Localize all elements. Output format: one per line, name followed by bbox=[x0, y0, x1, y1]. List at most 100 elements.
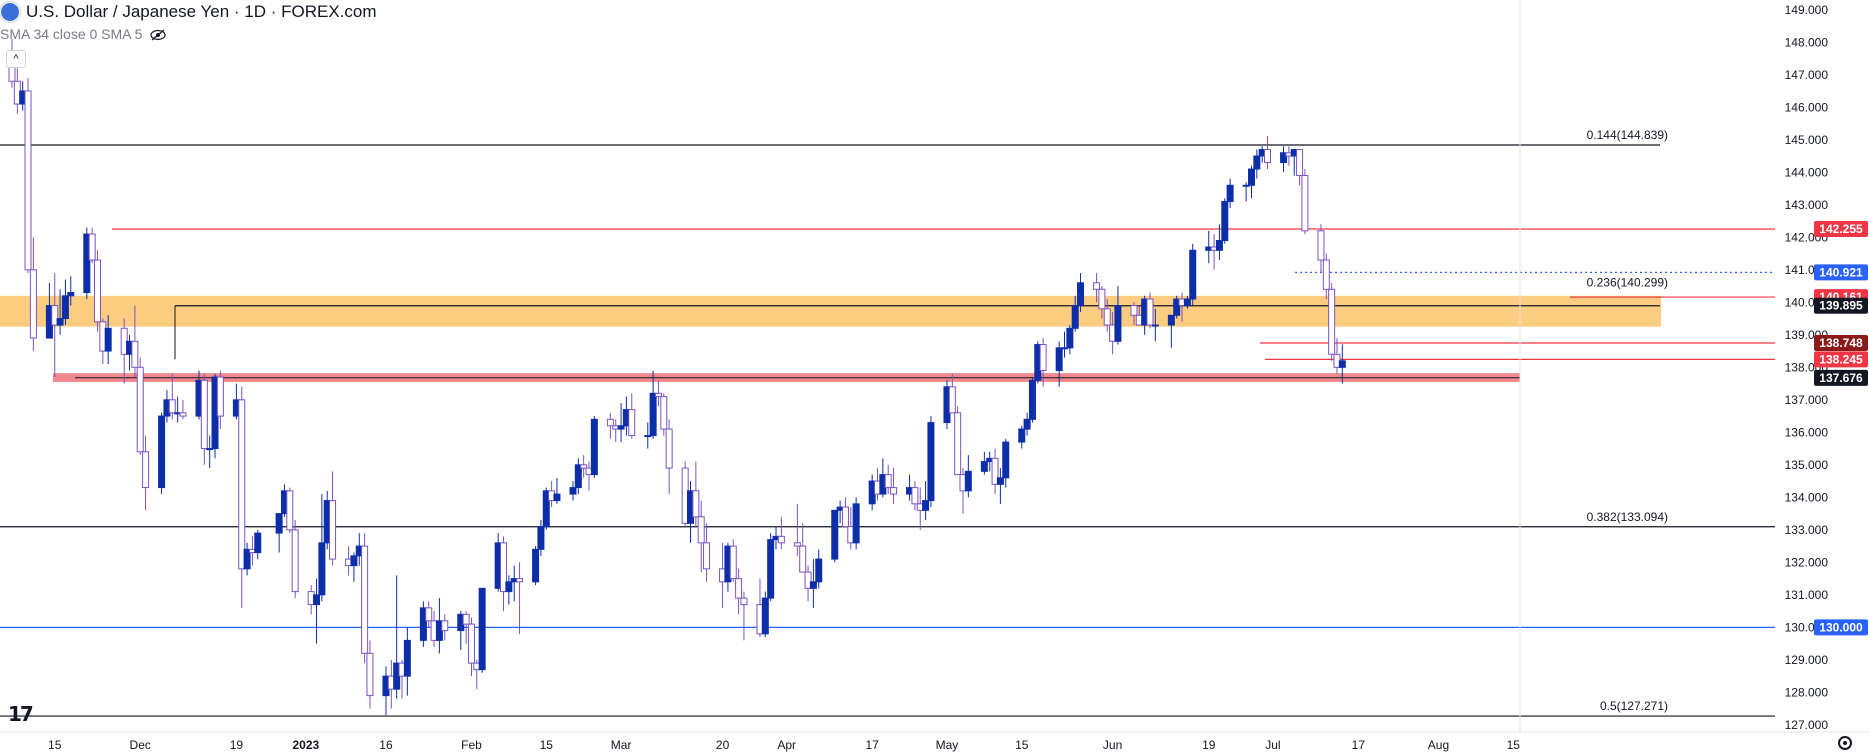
candle-body bbox=[158, 415, 166, 489]
candle-body bbox=[200, 379, 208, 450]
candle-body bbox=[948, 386, 956, 414]
time-tick-label: Feb bbox=[461, 738, 482, 752]
price-tag bbox=[1814, 297, 1868, 314]
candle-body bbox=[1226, 184, 1234, 203]
candle-body bbox=[537, 526, 545, 550]
time-tick-label: Mar bbox=[611, 738, 632, 752]
candle-body bbox=[275, 513, 283, 534]
price-tick-label: 149.000 bbox=[1785, 3, 1829, 17]
price-tick-label: 133.000 bbox=[1785, 523, 1829, 537]
candle-body bbox=[462, 613, 470, 625]
candle-body bbox=[697, 516, 705, 544]
price-tick-label: 145.000 bbox=[1785, 133, 1829, 147]
time-tick-label: 15 bbox=[1507, 738, 1521, 752]
chevron-up-icon[interactable]: ^ bbox=[6, 50, 26, 68]
candle-body bbox=[740, 597, 748, 606]
price-tick-label: 129.000 bbox=[1785, 653, 1829, 667]
candle-body bbox=[1173, 298, 1181, 316]
candle-body bbox=[1093, 282, 1101, 290]
tradingview-logo-icon[interactable]: 17 bbox=[8, 702, 34, 726]
price-tag-label: 139.895 bbox=[1819, 299, 1863, 313]
candle-body bbox=[831, 509, 839, 560]
candle-body bbox=[136, 366, 144, 453]
candle-body bbox=[505, 581, 513, 593]
candle-body bbox=[467, 623, 475, 664]
price-tag bbox=[1814, 264, 1868, 281]
usd-jpy-flag-icon bbox=[0, 2, 20, 22]
candle-body bbox=[313, 594, 321, 606]
candle-body bbox=[1247, 168, 1255, 186]
time-tick-label: 17 bbox=[1352, 738, 1366, 752]
candle-body bbox=[703, 542, 711, 570]
symbol-title[interactable]: U.S. Dollar / Japanese Yen · 1D · FOREX.… bbox=[26, 2, 377, 21]
time-tick-label: Jul bbox=[1265, 738, 1280, 752]
candle-body bbox=[1296, 149, 1304, 177]
candle-body bbox=[767, 539, 775, 599]
candle-body bbox=[532, 548, 540, 583]
candle-body bbox=[1098, 288, 1106, 310]
candle-body bbox=[291, 529, 299, 593]
candle-body bbox=[1189, 249, 1197, 300]
candle-body bbox=[206, 448, 214, 451]
price-tick-label: 144.000 bbox=[1785, 165, 1829, 179]
time-tick-label: 15 bbox=[48, 738, 62, 752]
candle-body bbox=[884, 474, 892, 489]
candle-body bbox=[964, 470, 972, 492]
candle-body bbox=[553, 493, 561, 502]
time-tick-label: Aug bbox=[1428, 738, 1449, 752]
price-tick-label: 127.000 bbox=[1785, 718, 1829, 732]
candle-body bbox=[569, 487, 577, 495]
candle-body bbox=[991, 457, 999, 485]
candle-body bbox=[1055, 347, 1063, 372]
candle-body bbox=[88, 233, 96, 261]
candle-body bbox=[852, 503, 860, 544]
price-tick-label: 143.000 bbox=[1785, 198, 1829, 212]
time-tick-label: 2023 bbox=[292, 738, 319, 752]
candle-body bbox=[93, 259, 101, 323]
candle-body bbox=[1317, 230, 1325, 261]
candle-body bbox=[1018, 428, 1026, 443]
candle-body bbox=[419, 607, 427, 641]
indicator-label[interactable]: SMA 34 close 0 SMA 5 bbox=[0, 26, 143, 42]
time-tick-label: Apr bbox=[777, 738, 796, 752]
candle-body bbox=[649, 392, 657, 437]
candle-body bbox=[804, 571, 812, 589]
candle-body bbox=[1183, 298, 1191, 307]
candle-body bbox=[254, 532, 262, 554]
candle-body bbox=[1028, 379, 1036, 420]
price-tag bbox=[1814, 369, 1868, 386]
candle-body bbox=[1023, 418, 1031, 430]
candle-body bbox=[1264, 149, 1272, 164]
time-tick-label: May bbox=[936, 738, 959, 752]
fib-level-label: 0.382(133.094) bbox=[1587, 510, 1668, 524]
visibility-eye-icon[interactable] bbox=[150, 28, 167, 41]
candle-body bbox=[318, 542, 326, 596]
candle-body bbox=[361, 545, 369, 654]
settings-icon[interactable] bbox=[1838, 736, 1852, 750]
time-tick-label: Jun bbox=[1103, 738, 1122, 752]
candle-body bbox=[606, 418, 614, 427]
candle-body bbox=[1077, 282, 1085, 307]
time-tick-label: 19 bbox=[230, 738, 244, 752]
candle-body bbox=[67, 292, 75, 297]
price-tag-label: 137.676 bbox=[1819, 371, 1863, 385]
candle-body bbox=[516, 578, 524, 583]
price-tick-label: 128.000 bbox=[1785, 685, 1829, 699]
price-tag-label: 138.245 bbox=[1819, 352, 1863, 366]
candle-body bbox=[692, 490, 700, 518]
candle-body bbox=[131, 340, 139, 368]
candle-body bbox=[927, 422, 935, 502]
candle-body bbox=[580, 464, 588, 469]
candle-body bbox=[1322, 259, 1330, 290]
time-tick-label: 20 bbox=[716, 738, 730, 752]
price-tag bbox=[1814, 334, 1868, 351]
candle-body bbox=[61, 295, 69, 320]
candle-body bbox=[350, 555, 358, 567]
candle-body bbox=[996, 477, 1004, 485]
price-tag-label: 130.000 bbox=[1819, 620, 1863, 634]
candle-body bbox=[1146, 298, 1154, 326]
price-tag bbox=[1814, 351, 1868, 368]
candle-body bbox=[425, 607, 433, 622]
time-tick-label: 15 bbox=[540, 738, 554, 752]
